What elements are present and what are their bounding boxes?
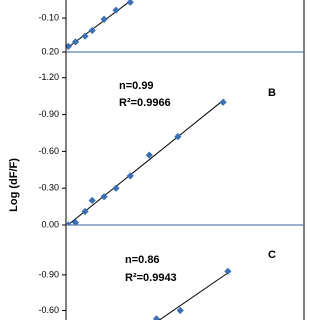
- data-point: [88, 26, 96, 35]
- data-point: [176, 306, 184, 315]
- data-point: [174, 133, 182, 141]
- data-point: [152, 315, 161, 320]
- annotation: n=0.86: [125, 254, 160, 266]
- data-point: [71, 38, 80, 46]
- data-point: [100, 15, 108, 23]
- y-tick-label: -0.90: [38, 109, 59, 119]
- y-tick-label: 0.20: [41, 46, 59, 56]
- y-tick-label: 0.00: [41, 219, 59, 229]
- data-point: [100, 193, 108, 201]
- annotation: n=0.99: [119, 80, 154, 92]
- data-point: [66, 221, 72, 225]
- y-tick-label: -1.20: [38, 72, 59, 82]
- data-point: [126, 172, 134, 180]
- data-point: [145, 151, 153, 159]
- annotation: R²=0.9943: [125, 272, 177, 284]
- y-tick-label: -0.60: [38, 146, 59, 156]
- trend-line: [66, 0, 132, 49]
- data-point: [219, 98, 227, 106]
- data-point: [66, 42, 72, 50]
- panel: [66, 0, 134, 50]
- panel-label: C: [268, 249, 276, 261]
- panel-label: B: [268, 87, 276, 99]
- y-tick-label: -0.90: [38, 269, 59, 279]
- data-point: [88, 196, 96, 205]
- trend-line: [67, 99, 225, 225]
- panel: [152, 267, 232, 320]
- data-point: [81, 207, 89, 216]
- y-tick-label: -0.60: [38, 305, 59, 315]
- data-point: [71, 218, 80, 225]
- data-point: [81, 32, 89, 40]
- data-point: [112, 184, 120, 192]
- y-axis-title: Log (dF/F): [8, 158, 20, 212]
- panel: [66, 98, 227, 225]
- annotation: R²=0.9966: [119, 97, 171, 109]
- y-tick-label: -0.30: [38, 183, 59, 193]
- data-point: [112, 6, 120, 14]
- y-tick-label: -0.10: [38, 12, 59, 22]
- data-point: [126, 0, 134, 6]
- data-point: [224, 267, 232, 275]
- trend-line: [158, 271, 230, 320]
